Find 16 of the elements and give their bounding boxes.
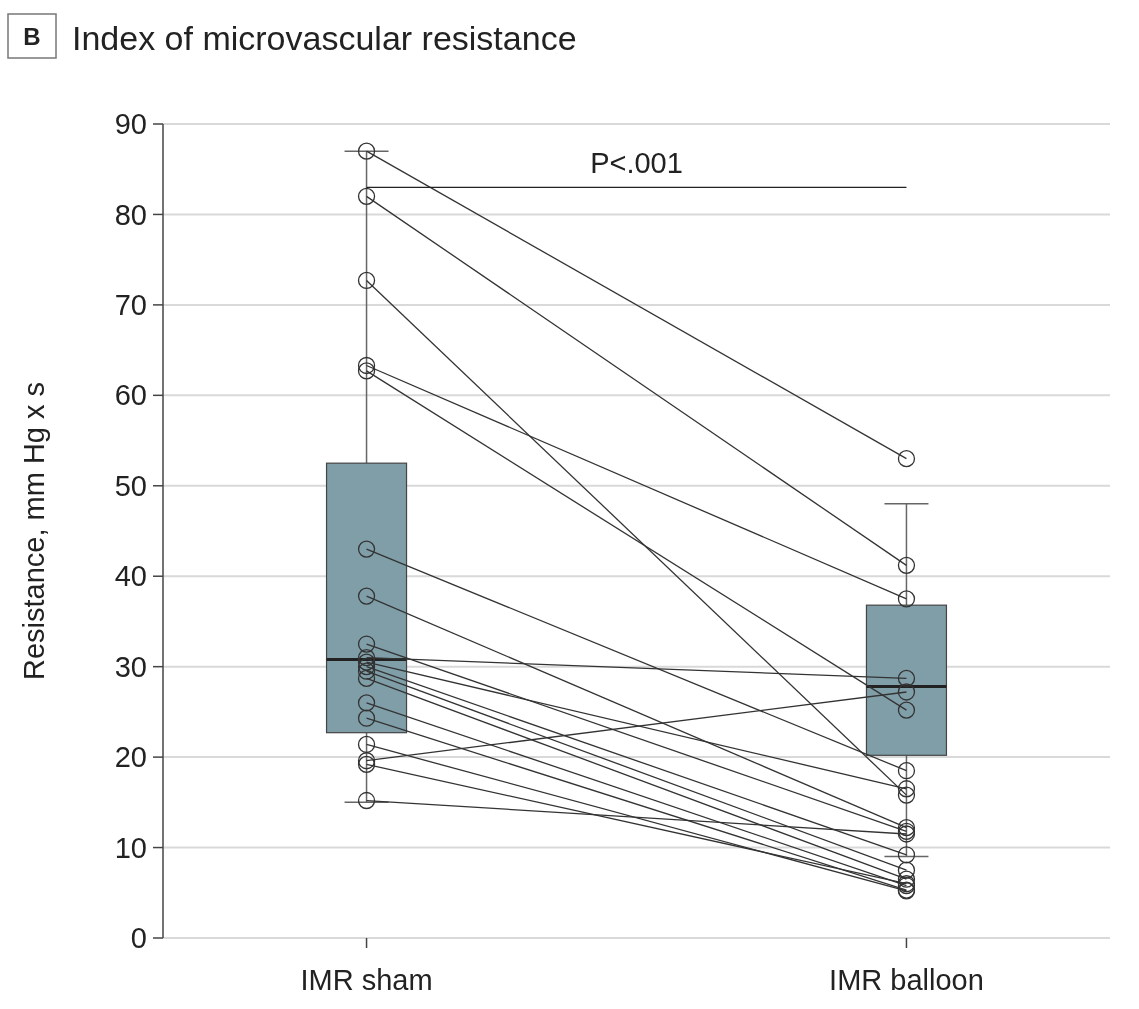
y-tick-label: 50 (114, 469, 147, 502)
y-tick-label: 30 (114, 650, 147, 683)
y-tick-label: 40 (114, 560, 147, 593)
y-tick-label: 90 (114, 108, 147, 141)
x-tick-label: IMR balloon (829, 964, 984, 996)
x-tick-label: IMR sham (300, 964, 433, 996)
y-tick-label: 20 (114, 741, 147, 774)
y-tick-label: 80 (114, 198, 147, 231)
y-axis-title: Resistance, mm Hg x s (18, 381, 50, 681)
chart-title: Index of microvascular resistance (72, 19, 577, 57)
y-tick-label: 10 (114, 831, 147, 864)
y-tick-label: 0 (130, 922, 147, 955)
annotation: P<.001 (590, 147, 683, 180)
y-tick-label: 60 (114, 379, 147, 412)
y-tick-label: 70 (114, 289, 147, 322)
text: B (23, 23, 41, 50)
